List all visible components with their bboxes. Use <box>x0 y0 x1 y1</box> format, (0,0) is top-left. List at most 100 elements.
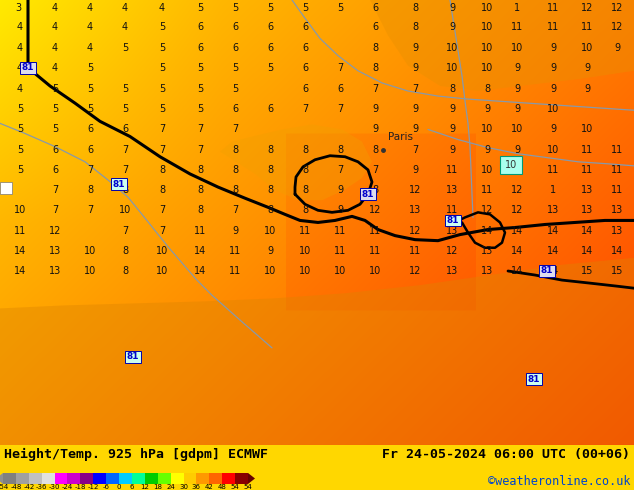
Text: 1: 1 <box>514 3 520 13</box>
Text: 18: 18 <box>153 485 162 490</box>
Text: 5: 5 <box>197 3 203 13</box>
Text: 12: 12 <box>511 205 523 215</box>
Text: 14: 14 <box>481 225 493 236</box>
Text: 13: 13 <box>581 185 593 195</box>
Text: 12: 12 <box>611 3 623 13</box>
Text: 14: 14 <box>194 266 206 276</box>
Bar <box>171 473 183 484</box>
Text: 10: 10 <box>84 246 96 256</box>
Text: 6: 6 <box>267 104 273 114</box>
Text: 7: 7 <box>337 63 343 73</box>
Text: 5: 5 <box>122 84 128 94</box>
Text: 12: 12 <box>409 185 421 195</box>
Text: 5: 5 <box>52 84 58 94</box>
Bar <box>42 473 55 484</box>
Text: -18: -18 <box>75 485 86 490</box>
Bar <box>55 473 67 484</box>
Text: 9: 9 <box>550 84 556 94</box>
Text: 8: 8 <box>232 185 238 195</box>
Text: 10: 10 <box>505 160 517 170</box>
Text: 0: 0 <box>117 485 121 490</box>
Text: 8: 8 <box>302 185 308 195</box>
Text: 7: 7 <box>122 225 128 236</box>
Text: 6: 6 <box>302 43 308 52</box>
Text: 7: 7 <box>197 145 203 155</box>
Text: 81: 81 <box>541 267 553 275</box>
Text: 6: 6 <box>267 23 273 32</box>
Text: -24: -24 <box>62 485 73 490</box>
Text: 7: 7 <box>122 165 128 175</box>
Text: 6: 6 <box>232 43 238 52</box>
Text: 7: 7 <box>122 145 128 155</box>
Text: 7: 7 <box>337 165 343 175</box>
Text: 7: 7 <box>87 165 93 175</box>
Text: 7: 7 <box>372 84 378 94</box>
Text: 11: 11 <box>611 145 623 155</box>
Text: 5: 5 <box>337 3 343 13</box>
Text: 11: 11 <box>334 246 346 256</box>
Text: 6: 6 <box>232 104 238 114</box>
Text: Paris: Paris <box>388 132 413 142</box>
Text: 9: 9 <box>449 104 455 114</box>
Text: 9: 9 <box>267 246 273 256</box>
Text: 10: 10 <box>264 225 276 236</box>
Text: 11: 11 <box>581 23 593 32</box>
Text: 8: 8 <box>197 205 203 215</box>
Text: 7: 7 <box>52 205 58 215</box>
Text: 10: 10 <box>156 246 168 256</box>
Text: 4: 4 <box>87 43 93 52</box>
Text: 10: 10 <box>84 266 96 276</box>
Text: 8: 8 <box>232 165 238 175</box>
Text: 10: 10 <box>14 205 26 215</box>
Text: 81: 81 <box>527 375 540 384</box>
Bar <box>222 473 235 484</box>
Text: ©weatheronline.co.uk: ©weatheronline.co.uk <box>488 475 630 489</box>
Text: 9: 9 <box>449 23 455 32</box>
Text: 5: 5 <box>159 63 165 73</box>
Bar <box>106 473 119 484</box>
Text: 9: 9 <box>412 124 418 134</box>
Text: 14: 14 <box>611 246 623 256</box>
Text: 5: 5 <box>17 124 23 134</box>
Text: 5: 5 <box>87 84 93 94</box>
Text: 9: 9 <box>550 124 556 134</box>
Text: 13: 13 <box>409 205 421 215</box>
Bar <box>119 473 132 484</box>
Bar <box>158 473 171 484</box>
Text: 6: 6 <box>87 145 93 155</box>
Text: 81: 81 <box>127 352 139 362</box>
Text: 9: 9 <box>514 145 520 155</box>
Text: 5: 5 <box>122 104 128 114</box>
Text: 8: 8 <box>302 165 308 175</box>
Text: -54: -54 <box>0 485 9 490</box>
Text: 9: 9 <box>412 43 418 52</box>
Text: 7: 7 <box>412 145 418 155</box>
Polygon shape <box>0 258 634 445</box>
Text: 13: 13 <box>547 205 559 215</box>
Text: 9: 9 <box>614 43 620 52</box>
Text: 14: 14 <box>194 246 206 256</box>
Text: 48: 48 <box>217 485 226 490</box>
Text: 7: 7 <box>159 225 165 236</box>
Bar <box>145 473 158 484</box>
Text: 11: 11 <box>611 165 623 175</box>
Text: 10: 10 <box>119 205 131 215</box>
Text: 10: 10 <box>481 43 493 52</box>
Text: 13: 13 <box>481 266 493 276</box>
Text: 11: 11 <box>511 23 523 32</box>
Text: 10: 10 <box>511 43 523 52</box>
Text: 8: 8 <box>267 205 273 215</box>
Text: 24: 24 <box>166 485 175 490</box>
Text: 9: 9 <box>372 124 378 134</box>
Text: 9: 9 <box>449 124 455 134</box>
Text: 12: 12 <box>49 225 61 236</box>
Polygon shape <box>370 0 634 91</box>
Text: 14: 14 <box>581 225 593 236</box>
Text: 10: 10 <box>446 63 458 73</box>
Text: 11: 11 <box>194 225 206 236</box>
Text: 8: 8 <box>449 84 455 94</box>
Text: 5: 5 <box>232 63 238 73</box>
Text: 5: 5 <box>267 63 273 73</box>
Text: 11: 11 <box>511 165 523 175</box>
Text: 8: 8 <box>197 165 203 175</box>
